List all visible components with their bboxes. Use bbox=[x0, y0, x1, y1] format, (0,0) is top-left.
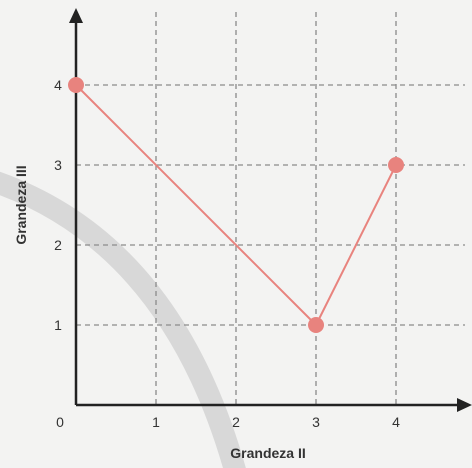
y-tick-label: 2 bbox=[54, 237, 62, 253]
data-point bbox=[388, 157, 404, 173]
grid bbox=[76, 12, 465, 405]
y-tick-label: 1 bbox=[54, 317, 62, 333]
x-tick-label: 1 bbox=[152, 414, 160, 430]
origin-label: 0 bbox=[56, 414, 64, 430]
axes bbox=[69, 8, 472, 412]
data-point bbox=[68, 77, 84, 93]
y-axis-title: Grandeza III bbox=[13, 165, 29, 244]
y-tick-label: 3 bbox=[54, 157, 62, 173]
series-layer bbox=[68, 77, 404, 333]
x-tick-labels: 1 2 3 4 bbox=[152, 414, 400, 430]
x-tick-label: 3 bbox=[312, 414, 320, 430]
y-axis-arrow-icon bbox=[69, 8, 83, 23]
x-axis-arrow-icon bbox=[457, 398, 472, 412]
x-tick-label: 2 bbox=[232, 414, 240, 430]
y-tick-labels: 1 2 3 4 bbox=[54, 77, 62, 333]
data-point bbox=[308, 317, 324, 333]
x-axis-title: Grandeza II bbox=[230, 445, 305, 461]
watermark-arc bbox=[0, 171, 246, 468]
y-tick-label: 4 bbox=[54, 77, 62, 93]
x-tick-label: 4 bbox=[392, 414, 400, 430]
